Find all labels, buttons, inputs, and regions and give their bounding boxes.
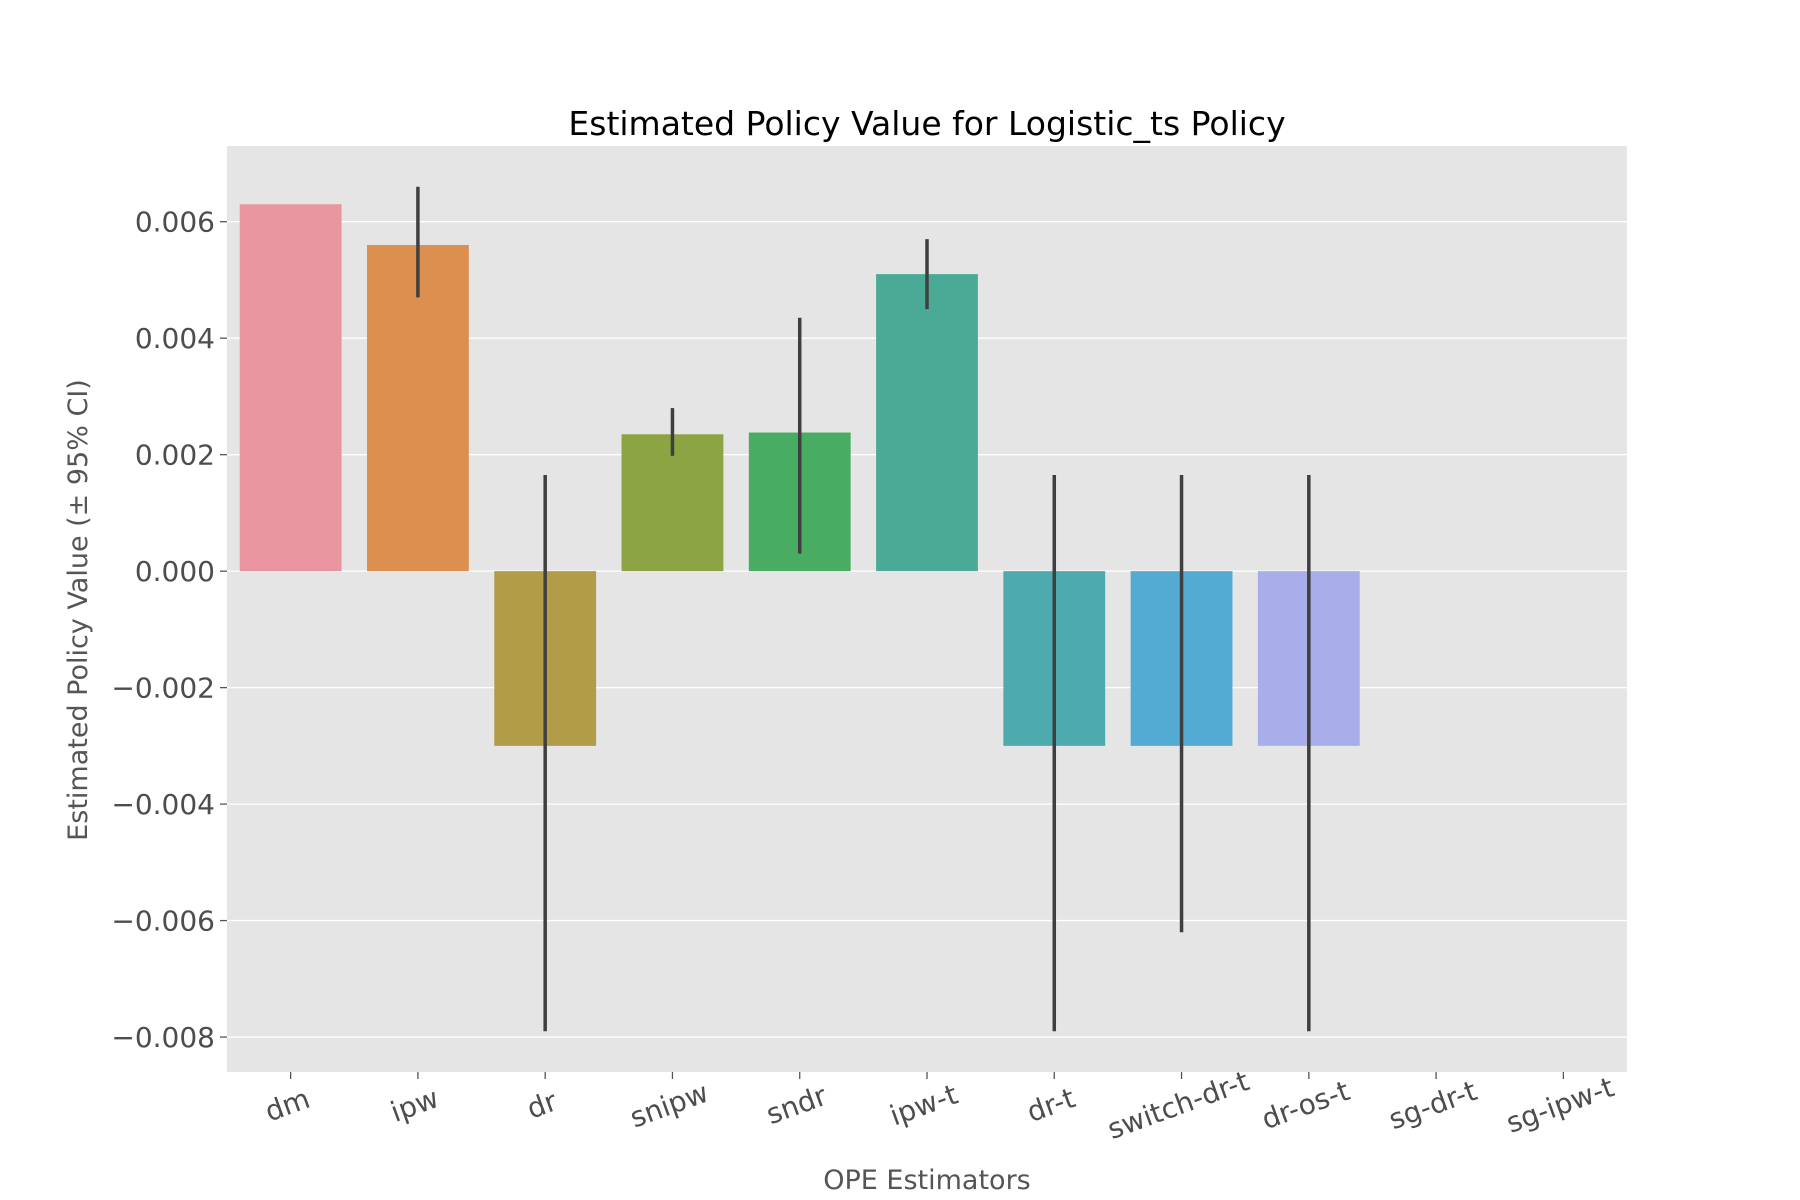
x-axis-ticks: dm ipw dr snipw sndr ipw-t dr-t switch-dr-t dr-o…: [261, 1064, 1619, 1146]
x-tick-label: sndr: [762, 1079, 832, 1131]
y-tick-label: 0.004: [135, 322, 215, 355]
x-tick-label: dm: [261, 1082, 315, 1128]
x-tick-label: ipw: [386, 1081, 443, 1129]
y-tick-label: −0.004: [111, 788, 215, 821]
x-tick-label: sg-ipw-t: [1502, 1070, 1619, 1139]
x-axis-label: OPE Estimators: [823, 1165, 1031, 1196]
y-tick-label: −0.006: [111, 905, 215, 938]
bar-dm: [239, 204, 342, 572]
bar-snipw: [621, 434, 724, 572]
y-axis-label: Estimated Policy Value (± 95% CI): [63, 379, 94, 841]
y-tick-label: 0.002: [135, 439, 215, 472]
y-tick-label: −0.002: [111, 672, 215, 705]
x-tick-label: sg-dr-t: [1384, 1074, 1481, 1136]
bar-ipw-t: [876, 274, 978, 572]
x-tick-label: dr-os-t: [1257, 1074, 1354, 1136]
x-tick-label: dr-t: [1023, 1081, 1080, 1129]
x-tick-label: ipw-t: [885, 1078, 962, 1133]
x-tick-label: snipw: [626, 1076, 713, 1135]
y-axis-ticks: 0.006 0.004 0.002 0.000 −0.002 −0.004 −0.006 −0…: [111, 206, 227, 1054]
bar-ipw: [367, 245, 469, 572]
error-bars: [416, 186, 1311, 1032]
x-tick-label: dr: [523, 1084, 562, 1125]
y-tick-label: −0.008: [111, 1021, 215, 1054]
y-tick-label: 0.000: [135, 555, 215, 588]
y-tick-label: 0.006: [135, 206, 215, 239]
x-tick-label: switch-dr-t: [1103, 1064, 1253, 1146]
chart-title: Estimated Policy Value for Logistic_ts P…: [568, 104, 1285, 143]
